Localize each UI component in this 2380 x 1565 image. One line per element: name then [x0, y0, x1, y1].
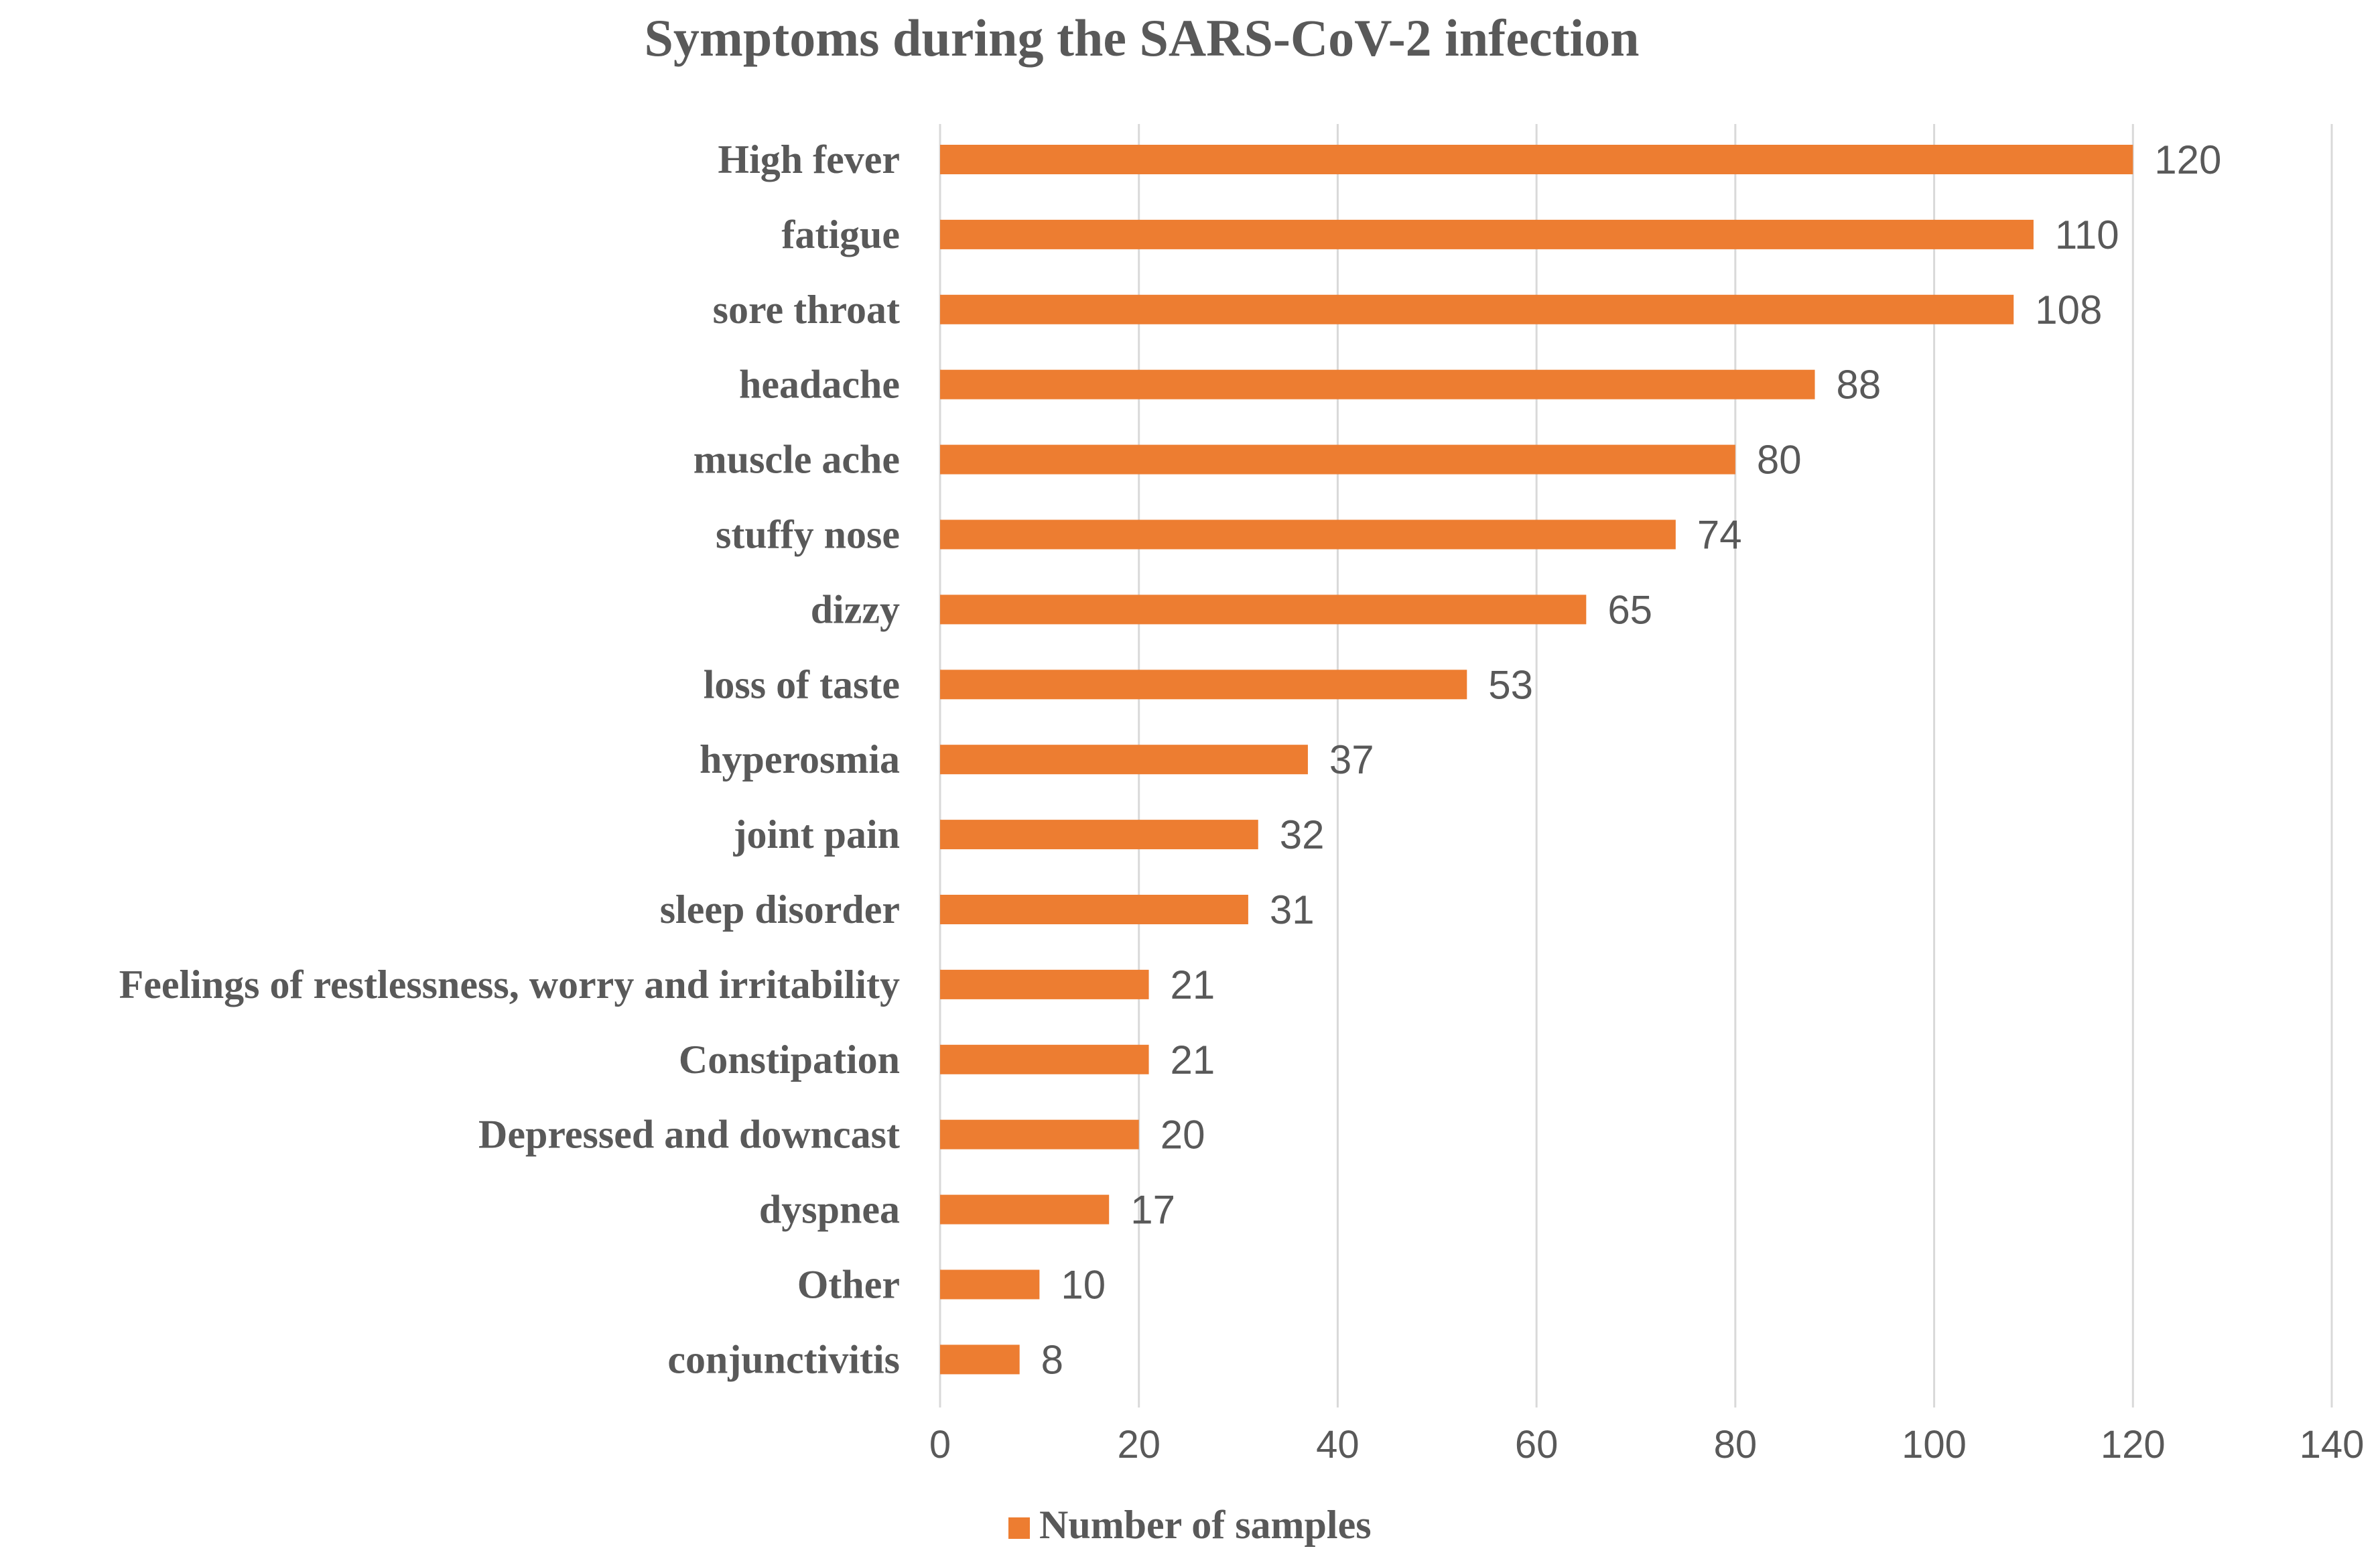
bar: [940, 369, 1815, 399]
bars-layer: [940, 145, 2133, 1375]
data-label: 8: [1041, 1337, 1063, 1382]
data-label: 53: [1488, 662, 1533, 707]
grid-layer: [939, 124, 2333, 1407]
data-label: 108: [2035, 288, 2102, 332]
bar: [940, 594, 1587, 625]
bar: [940, 1044, 1149, 1074]
category-label: dizzy: [811, 587, 900, 631]
category-label: stuffy nose: [716, 513, 900, 557]
bar: [940, 895, 1248, 924]
bar: [940, 1119, 1139, 1149]
bar: [940, 670, 1467, 700]
category-label: dyspnea: [759, 1188, 900, 1232]
category-label: hyperosmia: [700, 737, 900, 781]
category-label: High fever: [718, 137, 900, 182]
category-labels: High fever fatigue sore throat headache musc…: [119, 137, 900, 1381]
category-label: conjunctivitis: [667, 1337, 900, 1381]
data-label: 31: [1270, 887, 1315, 932]
data-label: 37: [1329, 737, 1374, 782]
category-label: Feelings of restlessness, worry and irri…: [119, 962, 900, 1007]
bar: [940, 444, 1735, 475]
x-tick-label: 80: [1714, 1423, 1758, 1466]
data-label: 120: [2154, 137, 2221, 182]
data-label: 32: [1280, 812, 1325, 857]
category-label: Constipation: [679, 1038, 900, 1082]
category-label: sore throat: [713, 288, 900, 332]
x-axis-ticks: 0 20 40 60 80 100 120 140: [929, 1423, 2365, 1466]
data-label: 21: [1171, 962, 1215, 1007]
data-label: 80: [1757, 438, 1802, 483]
data-label: 74: [1697, 513, 1742, 558]
category-label: joint pain: [733, 812, 900, 857]
bar: [940, 745, 1308, 775]
data-label: 17: [1130, 1188, 1175, 1233]
data-label: 65: [1607, 587, 1652, 632]
category-label: headache: [739, 363, 900, 407]
x-tick-label: 40: [1316, 1423, 1360, 1466]
bar: [940, 1344, 1020, 1375]
bar: [940, 145, 2133, 174]
legend-label: Number of samples: [1039, 1503, 1372, 1547]
data-label: 110: [2055, 212, 2119, 257]
data-label: 88: [1837, 363, 1881, 408]
x-tick-label: 0: [929, 1423, 951, 1466]
data-label: 21: [1171, 1038, 1215, 1082]
category-label: Other: [797, 1263, 900, 1307]
legend-swatch: [1008, 1517, 1030, 1539]
bar: [940, 219, 2034, 249]
category-label: loss of taste: [704, 662, 900, 706]
x-tick-label: 20: [1117, 1423, 1161, 1466]
bar: [940, 969, 1149, 999]
category-label: Depressed and downcast: [478, 1113, 900, 1157]
category-label: muscle ache: [693, 438, 900, 482]
bar: [940, 294, 2014, 324]
category-label: fatigue: [781, 212, 900, 257]
x-tick-label: 100: [1902, 1423, 1967, 1466]
category-label: sleep disorder: [660, 887, 900, 932]
bar: [940, 1194, 1110, 1225]
x-tick-label: 140: [2300, 1423, 2365, 1466]
bar: [940, 519, 1676, 550]
bar: [940, 820, 1258, 850]
legend: Number of samples: [1008, 1503, 1372, 1547]
bar: [940, 1269, 1040, 1300]
x-tick-label: 120: [2101, 1423, 2166, 1466]
data-label: 10: [1061, 1263, 1106, 1308]
data-label: 20: [1161, 1113, 1205, 1157]
x-tick-label: 60: [1515, 1423, 1559, 1466]
chart-title: Symptoms during the SARS-CoV-2 infection: [645, 9, 1640, 67]
